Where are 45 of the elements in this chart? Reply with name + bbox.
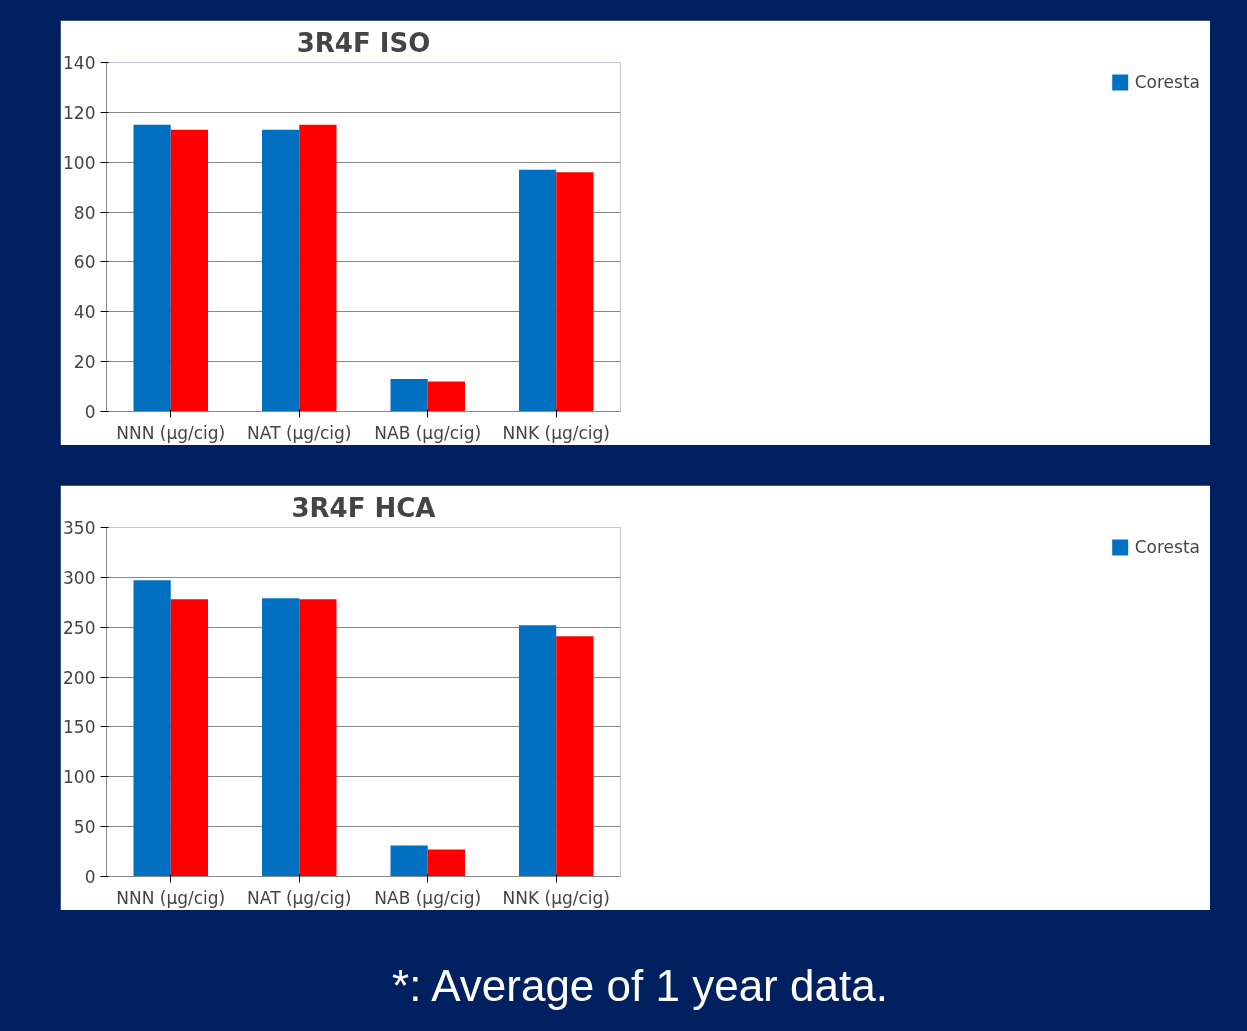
y-tick-label: 120 [63, 102, 96, 123]
bar [133, 580, 171, 877]
bar [556, 636, 594, 877]
y-tick-label: 20 [73, 352, 96, 373]
y-tick-label: 100 [63, 767, 96, 788]
legend-label: Coresta [1134, 537, 1200, 557]
bar [390, 845, 428, 877]
bar [133, 124, 171, 412]
bar [427, 849, 466, 877]
y-tick-label: 300 [63, 567, 96, 588]
x-tick-label: NNK (µg/cig) [502, 887, 610, 908]
bar [556, 172, 594, 412]
chart-title: 3R4F HCA [291, 492, 436, 523]
x-tick-label: NNN (µg/cig) [116, 887, 226, 908]
x-tick-label: NAT (µg/cig) [247, 422, 352, 443]
bar [390, 379, 428, 412]
y-tick-label: 0 [84, 402, 96, 422]
bar [261, 598, 300, 877]
chart-title: 3R4F ISO [296, 27, 431, 58]
y-tick-label: 50 [73, 817, 96, 838]
y-tick-label: 140 [63, 53, 96, 73]
bar [427, 381, 466, 412]
text: *: Average of 1 year data. [392, 960, 888, 1012]
x-tick-label: NAB (µg/cig) [374, 887, 482, 908]
x-tick-label: NAT (µg/cig) [247, 887, 352, 908]
bar [170, 129, 209, 412]
x-tick-label: NNN (µg/cig) [116, 422, 226, 443]
y-tick-label: 40 [73, 302, 96, 323]
y-tick-label: 150 [63, 717, 96, 738]
x-tick-label: NNK (µg/cig) [502, 422, 610, 443]
y-tick-label: 80 [73, 202, 96, 223]
bar [518, 625, 557, 877]
bar [518, 169, 557, 412]
y-tick-label: 200 [63, 667, 96, 688]
bar [261, 129, 300, 412]
y-tick-label: 60 [73, 252, 96, 273]
y-tick-label: 0 [84, 867, 96, 887]
y-tick-label: 350 [63, 518, 96, 538]
bar [299, 124, 337, 412]
x-tick-label: NAB (µg/cig) [374, 422, 482, 443]
legend-label: Coresta [1134, 72, 1200, 92]
bar [170, 599, 209, 877]
y-tick-label: 100 [63, 152, 96, 173]
y-tick-label: 250 [63, 617, 96, 638]
bar [299, 599, 337, 877]
